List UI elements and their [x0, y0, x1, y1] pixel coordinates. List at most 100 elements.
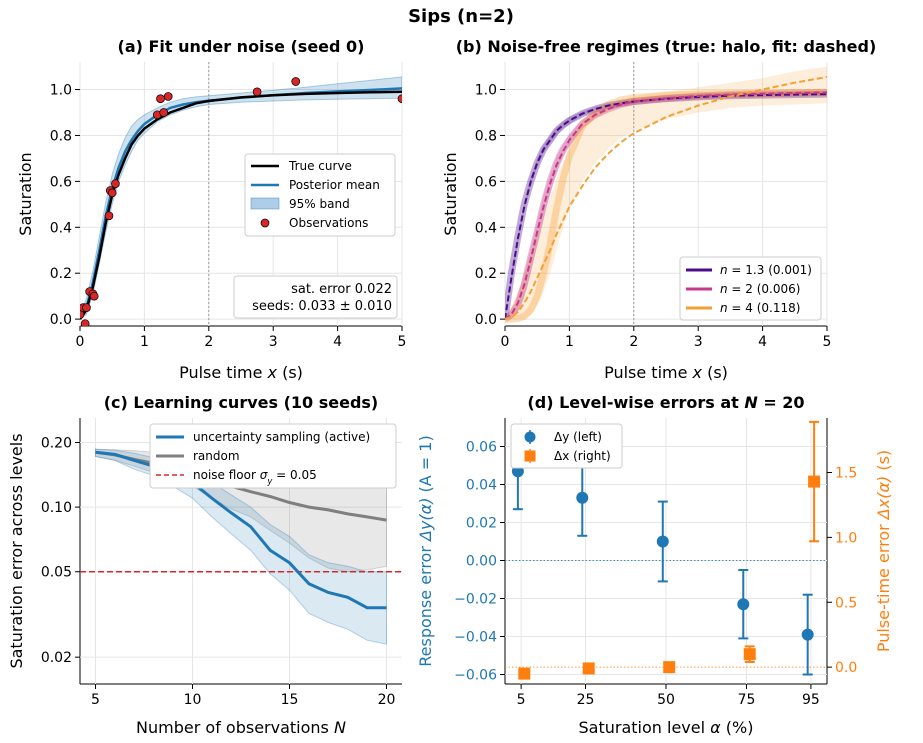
- d-legend-swatch: [524, 450, 536, 462]
- d-ytick-label: 0.06: [466, 440, 497, 456]
- b-ytick-label: 0.8: [475, 128, 497, 144]
- panel-b: 0 1 2 3 4 50.00.20.40.60.81.0n = 1.3 (0.001)n…: [441, 37, 876, 382]
- a-legend-label: 95% band: [289, 197, 350, 211]
- d-point-0: [576, 491, 589, 504]
- c-legend: uncertainty sampling (active) random noise…: [149, 423, 397, 489]
- c-xtick-label: 20: [378, 692, 396, 708]
- a-ytick-label: 0.0: [50, 312, 72, 328]
- a-ytick-label: 0.2: [50, 266, 72, 282]
- a-observation-point: [163, 92, 173, 101]
- c-ylabel: Saturation error across levels: [7, 433, 26, 668]
- b-band-2: [505, 66, 827, 320]
- b-xtick-label: 4: [758, 334, 767, 350]
- d-point-1: [808, 475, 821, 488]
- panel-d: 5 25 50 75 95 −0.06 −0.04 −0.02 0.00 0.02 0.04 0.06…: [416, 393, 893, 737]
- a-data: [80, 62, 402, 326]
- b-legend-label: n = 1.3 (0.001): [720, 263, 812, 277]
- b-fit-2: [505, 75, 827, 321]
- d-ylabel-right-part-2: (s): [874, 450, 893, 476]
- figure-title: Sips (n=2): [408, 6, 514, 27]
- a-observation-point: [80, 310, 85, 319]
- d-ylabel-left-part-2: (A = 1): [416, 435, 435, 497]
- d-xlabel-part-1: α: [710, 718, 721, 737]
- a-annotation-line: sat. error 0.022: [291, 282, 392, 297]
- a-observation-point: [156, 94, 165, 104]
- c-ytick-label: 0.02: [41, 650, 72, 666]
- a-title: (a) Fit under noise (seed 0): [118, 37, 365, 56]
- c-legend-label: random: [193, 449, 240, 463]
- d-xlabel-part-0: Saturation level: [579, 718, 711, 737]
- a-xtick-label: 5: [398, 334, 407, 350]
- a-xlabel-part-2: (s): [277, 363, 303, 382]
- b-legend-label: n = 4 (0.118): [720, 301, 800, 315]
- b-data: [505, 62, 827, 326]
- a-xtick-label: 3: [269, 334, 278, 350]
- d-xtick-label: 50: [657, 692, 675, 708]
- b-ytick-label: 1.0: [475, 83, 497, 99]
- d-xtick-label: 25: [577, 692, 595, 708]
- d-xlabel-part-2: (%): [721, 718, 754, 737]
- b-legend-box: [679, 256, 822, 321]
- c-legend-label-part-0: noise floor: [193, 468, 260, 482]
- a-observation-point: [104, 211, 114, 221]
- b-xlabel-part-1: x: [692, 363, 703, 382]
- d-ylabel-right-part-0: Pulse-time error: [874, 519, 893, 652]
- d-xtick-label: 5: [517, 692, 526, 708]
- c-legend-label-part-1: σ: [260, 468, 268, 482]
- d-point-1: [663, 661, 676, 674]
- d-ytick-right-label: 0.0: [835, 660, 857, 676]
- d-legend-label: Δx (right): [554, 449, 611, 463]
- d-ytick-label: −0.06: [454, 668, 497, 684]
- a-ytick-label: 0.8: [50, 128, 72, 144]
- d-title-part-1: N: [744, 393, 758, 412]
- a-annotation-box: [233, 275, 398, 319]
- b-xtick-label: 1: [565, 334, 574, 350]
- c-legend-label: noise floor σy = 0.05: [193, 468, 317, 486]
- c-xlabel: Number of observations N: [136, 718, 346, 737]
- d-ytick-label: 0.04: [466, 478, 497, 494]
- d-xtick-label: 95: [802, 692, 820, 708]
- d-ytick-right-label: 0.5: [835, 595, 857, 611]
- d-ytick-label: 0.02: [466, 516, 497, 532]
- a-observation-point: [159, 108, 169, 117]
- b-legend-label-part-0: n: [720, 301, 728, 315]
- d-ylabel-left: Response error Δy(α) (A = 1): [416, 435, 435, 666]
- a-xtick-label: 2: [204, 334, 213, 350]
- b-xtick-label: 0: [501, 334, 510, 350]
- panel-a: 0 1 2 3 4 5 0.0 0.2 0.4 0.6 0.8 1.0 True curve Poster…: [16, 37, 406, 382]
- b-xtick-label: 5: [823, 334, 832, 350]
- a-legend-label: Observations: [289, 216, 368, 230]
- d-ylabel-left-part-0: Response error: [416, 541, 435, 667]
- d-legend-box: [510, 423, 623, 469]
- a-ytick-label: 0.4: [50, 220, 72, 236]
- c-title: (c) Learning curves (10 seeds): [104, 393, 379, 412]
- b-ylabel: Saturation: [441, 152, 460, 235]
- d-ytick-label: −0.04: [454, 630, 497, 646]
- d-title-part-2: = 20: [758, 393, 805, 412]
- a-legend-label: True curve: [288, 159, 352, 173]
- d-legend-swatch: [524, 431, 536, 443]
- a-ytick-label: 1.0: [50, 83, 72, 99]
- a-xlabel-part-1: x: [267, 363, 278, 382]
- a-observation-point: [80, 319, 90, 326]
- a-ytick-label: 0.6: [50, 174, 72, 190]
- a-xlabel-part-0: Pulse time: [179, 363, 267, 382]
- c-xtick-label: 5: [91, 692, 100, 708]
- d-ytick-right-label: 1.0: [835, 530, 857, 546]
- d-xlabel: Saturation level α (%): [579, 718, 754, 737]
- b-ytick-label: 0.0: [475, 312, 497, 328]
- b-ytick-label: 0.4: [475, 220, 497, 236]
- b-ytick-label: 0.6: [475, 174, 497, 190]
- d-ylabel-right: Pulse-time error Δx(α) (s): [874, 450, 893, 652]
- d-point-0: [656, 535, 669, 548]
- a-true-curve: [80, 90, 402, 320]
- c-legend-label-part-3: = 0.05: [272, 468, 316, 482]
- panel-c: 5 10 15 20 0.02 0.05 0.10 0.20 uncertainty sampl…: [7, 393, 402, 737]
- a-xtick-label: 4: [333, 334, 342, 350]
- a-observation-point: [397, 94, 402, 104]
- a-legend-box: [244, 153, 396, 237]
- d-point-1: [518, 667, 531, 680]
- b-fit-1: [505, 91, 827, 320]
- c-xtick-label: 15: [281, 692, 299, 708]
